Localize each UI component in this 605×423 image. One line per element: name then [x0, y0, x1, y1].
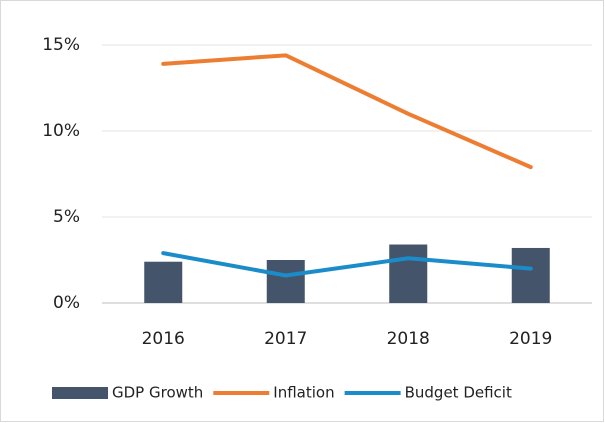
y-tick-label: 5% — [53, 207, 80, 227]
bar — [511, 247, 550, 303]
y-tick-label: 0% — [53, 293, 80, 313]
legend-swatch — [52, 387, 108, 399]
y-tick-label: 10% — [42, 121, 80, 141]
legend-label: GDP Growth — [112, 384, 203, 402]
line — [161, 53, 533, 170]
x-tick-label: 2019 — [509, 329, 552, 349]
line — [161, 251, 533, 278]
y-tick-label: 15% — [42, 35, 80, 55]
legend-label: Budget Deficit — [405, 384, 512, 402]
x-tick-label: 2017 — [264, 329, 307, 349]
bar — [144, 261, 183, 303]
bar — [389, 244, 428, 303]
legend-label: Inflation — [273, 384, 334, 402]
x-tick-label: 2016 — [142, 329, 185, 349]
x-tick-label: 2018 — [387, 329, 430, 349]
bar — [266, 260, 305, 303]
